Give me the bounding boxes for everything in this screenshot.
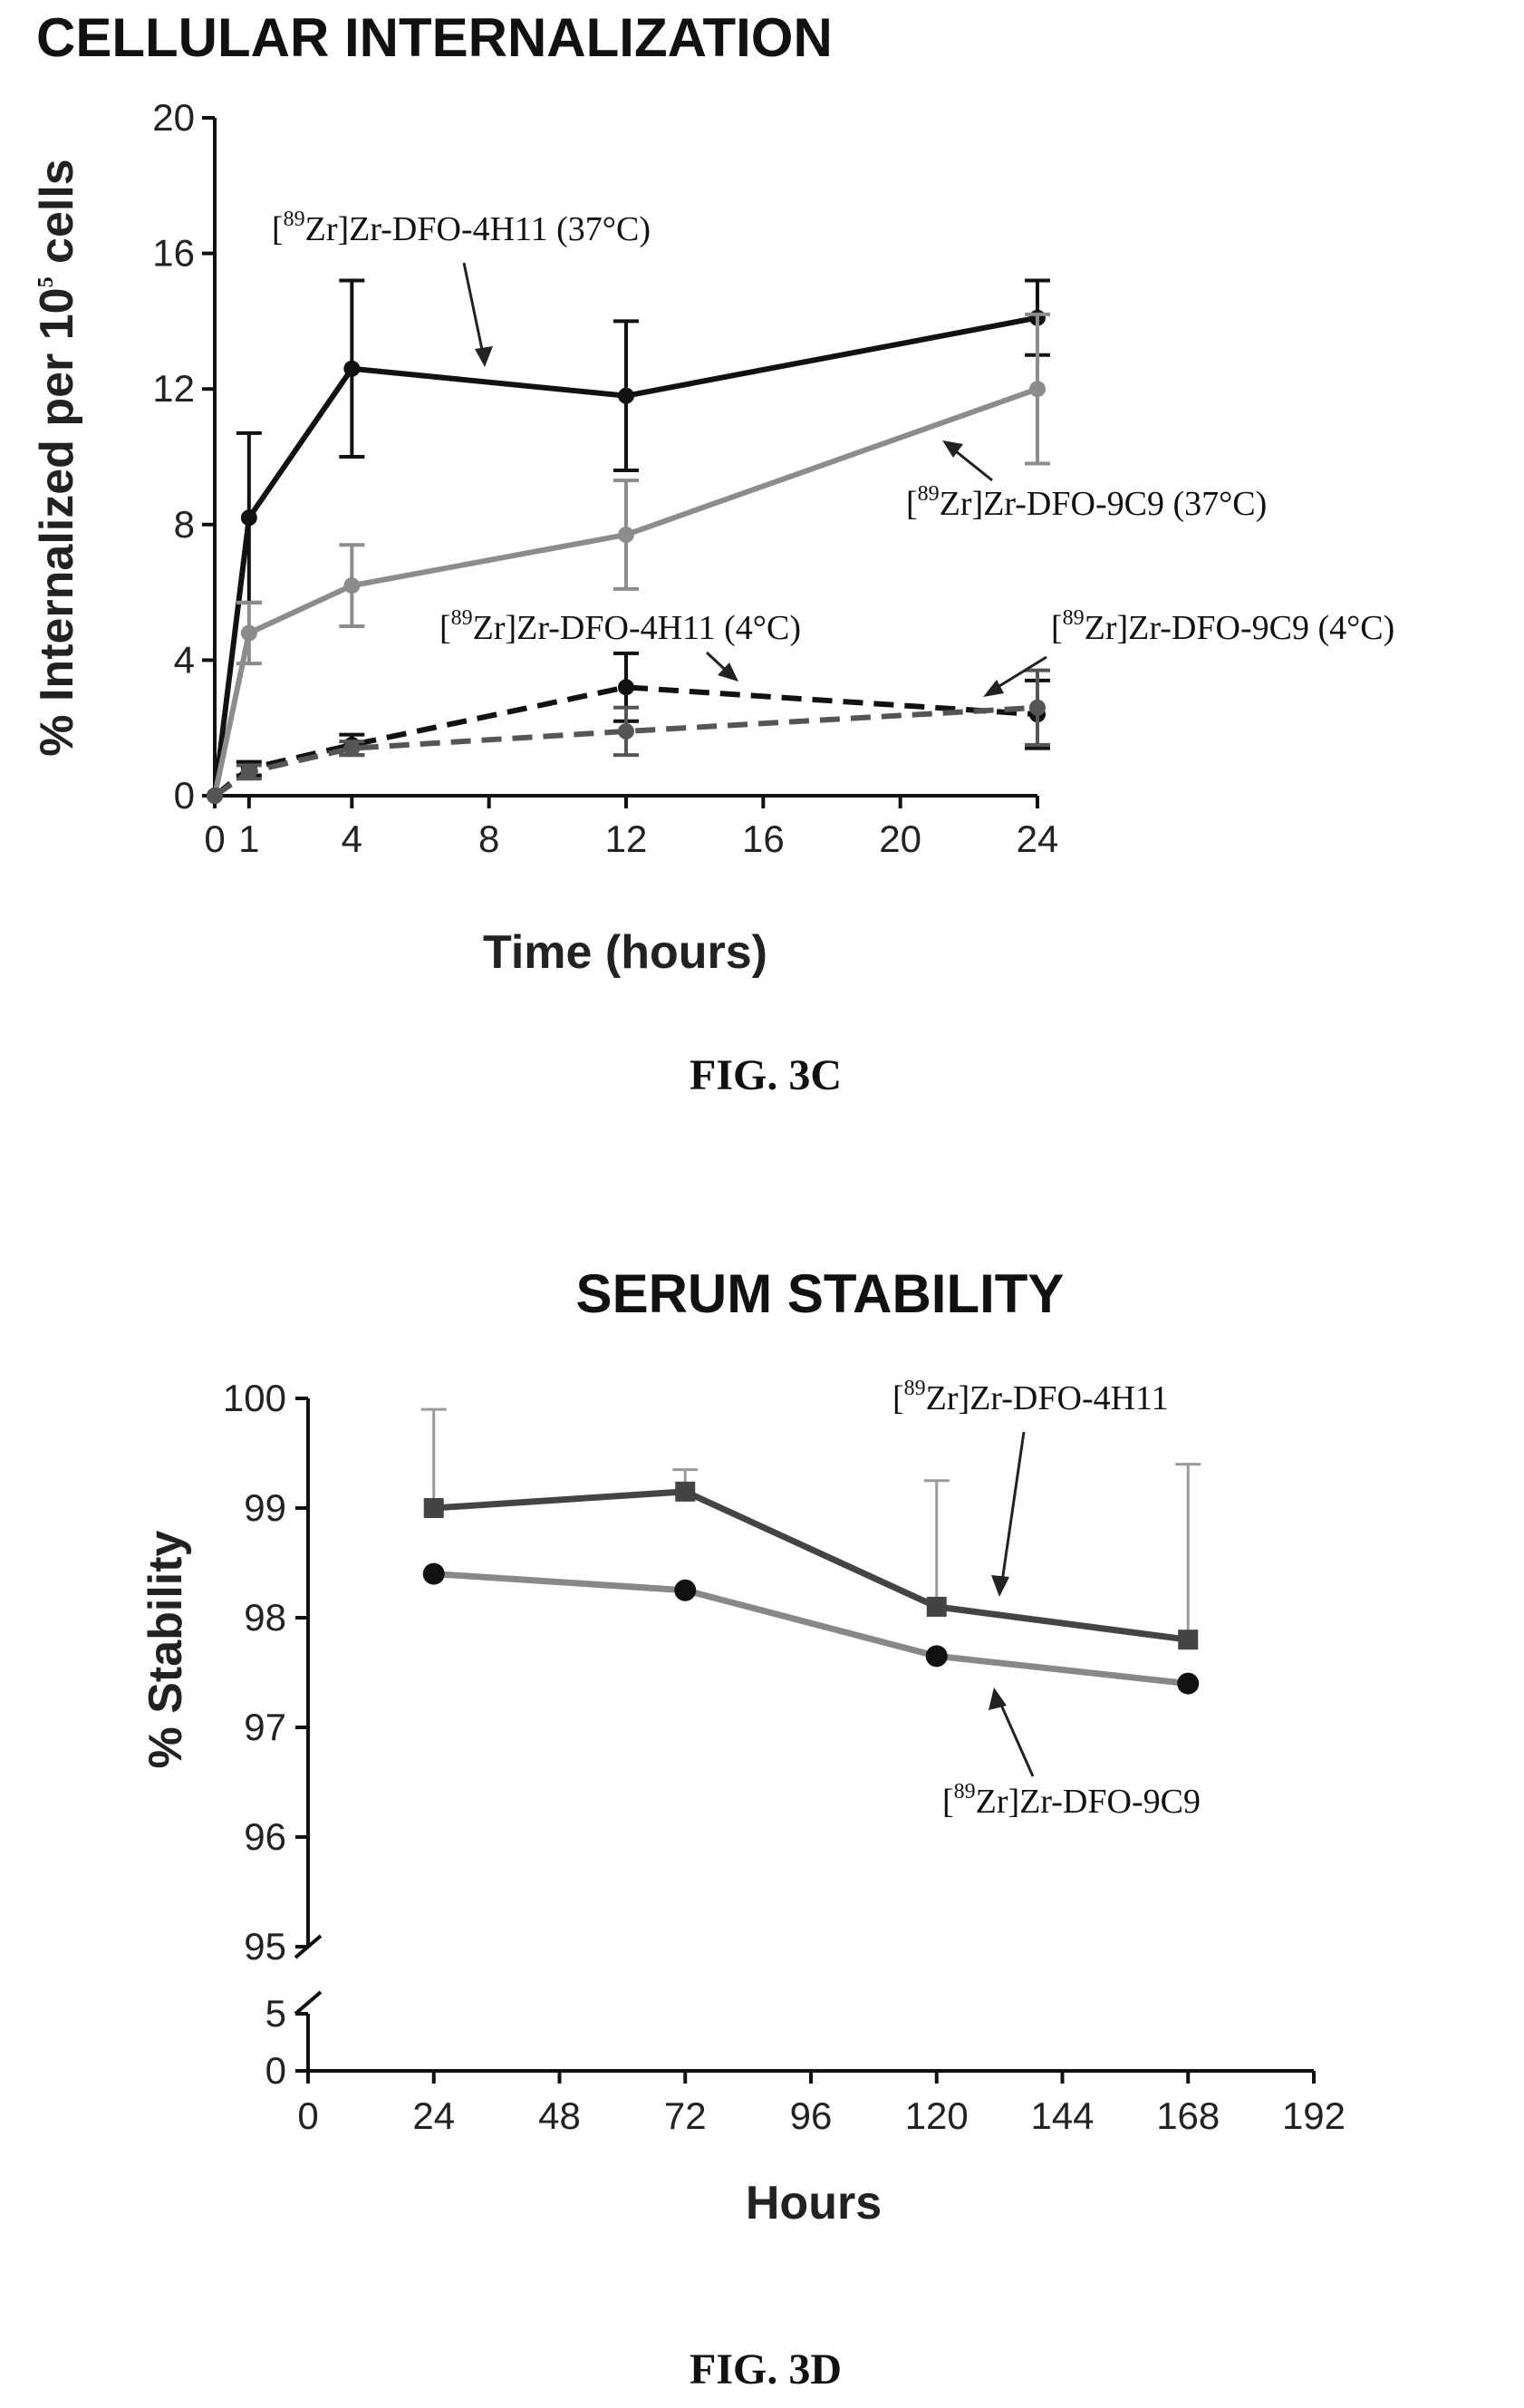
x-tick-label: 72 — [664, 2094, 707, 2137]
y-tick-label: 5 — [265, 1992, 286, 2035]
chart-3c-annotation-4h11-37c: [89Zr]Zr-DFO-4H11 (37°C) — [272, 208, 651, 248]
chart-3d-x-ticks: 0 24 48 72 96 120 144 168 192 — [297, 2071, 1346, 2137]
chart-3c-y-axis-label: % Internalized per 105 cells — [31, 159, 83, 756]
y-tick-label: 95 — [244, 1925, 286, 1968]
data-point — [240, 509, 257, 527]
data-point — [422, 1562, 445, 1585]
chart-3c-series-group — [207, 278, 1050, 804]
data-point — [240, 624, 257, 642]
series-line — [213, 704, 1038, 798]
series-line — [433, 1571, 1189, 1688]
series-2 — [422, 1562, 1200, 1695]
y-tick-label: 16 — [152, 232, 195, 275]
x-tick-label: 12 — [605, 817, 648, 860]
y-tick-label: 96 — [244, 1815, 286, 1858]
chart-3c-annotation-9c9-37c: [89Zr]Zr-DFO-9C9 (37°C) — [906, 482, 1267, 523]
x-tick-label: 0 — [204, 817, 225, 860]
y-tick-label: 4 — [174, 638, 195, 681]
data-point — [618, 527, 634, 544]
x-tick-label: 168 — [1156, 2094, 1220, 2137]
x-tick-label: 1 — [238, 817, 259, 860]
chart-3c-annotation-9c9-4c: [89Zr]Zr-DFO-9C9 (4°C) — [1051, 606, 1394, 647]
data-point — [343, 360, 361, 377]
y-tick-label: 99 — [244, 1486, 286, 1529]
data-point — [618, 722, 634, 740]
series-4 — [207, 668, 1050, 804]
data-point — [423, 1498, 444, 1518]
data-point — [618, 679, 634, 696]
x-tick-label: 96 — [790, 2094, 833, 2137]
data-point — [240, 763, 257, 780]
chart-3c-x-axis-label: Time (hours) — [483, 926, 767, 979]
chart-3c-arrowhead-9c9-4c — [983, 680, 1004, 697]
y-tick-label: 0 — [265, 2049, 286, 2092]
data-point — [926, 1596, 947, 1617]
chart-serum-stability: SERUM STABILITY 95 96 97 98 99 100 0 5 0 24 48 72 9… — [140, 1263, 1346, 2393]
x-tick-label: 16 — [742, 817, 785, 860]
chart-3d-y-ticks: 95 96 97 98 99 100 0 5 — [223, 1377, 308, 2092]
chart-3d-arrowhead-9c9 — [989, 1688, 1007, 1710]
chart-3d-y-axis-label: % Stability — [140, 1530, 192, 1768]
chart-3d-annotation-4h11: [89Zr]Zr-DFO-4H11 — [892, 1377, 1169, 1417]
series-line — [213, 684, 1038, 798]
data-point — [674, 1579, 697, 1601]
chart-3c-y-ticks: 0 4 8 12 16 20 — [152, 96, 215, 817]
x-tick-label: 120 — [905, 2094, 969, 2137]
chart-3c-annotation-4h11-4c: [89Zr]Zr-DFO-4H11 (4°C) — [439, 606, 801, 647]
chart-3c-arrowhead-9c9-37c — [942, 440, 963, 458]
chart-3c-arrow-4h11-37c — [462, 262, 487, 363]
series-1 — [420, 1407, 1201, 1650]
x-tick-label: 48 — [538, 2094, 581, 2137]
chart-3d-arrowhead-4h11 — [991, 1575, 1009, 1597]
x-tick-label: 144 — [1030, 2094, 1094, 2137]
x-tick-label: 20 — [879, 817, 921, 860]
chart-3c-arrowhead-4h11-37c — [475, 346, 493, 367]
data-point — [207, 788, 223, 804]
chart-3c-title: CELLULAR INTERNALIZATION — [36, 7, 833, 68]
data-point — [675, 1481, 696, 1502]
y-tick-label: 8 — [174, 503, 195, 546]
x-tick-label: 24 — [412, 2094, 455, 2137]
data-point — [925, 1645, 948, 1668]
y-tick-label: 0 — [174, 774, 195, 817]
chart-3d-annotation-9c9: [89Zr]Zr-DFO-9C9 — [942, 1780, 1201, 1821]
chart-3d-series-group — [420, 1407, 1201, 1695]
y-tick-label: 20 — [152, 96, 195, 139]
x-tick-label: 0 — [297, 2094, 318, 2137]
data-point — [1177, 1672, 1200, 1695]
data-point — [343, 740, 361, 757]
chart-3d-x-axis-label: Hours — [746, 2177, 882, 2229]
chart-3c-arrowhead-4h11-4c — [718, 662, 738, 682]
chart-3c-caption: FIG. 3C — [690, 1051, 842, 1099]
data-point — [343, 577, 361, 595]
chart-3d-arrow-4h11 — [999, 1431, 1026, 1589]
data-point — [1029, 699, 1046, 716]
y-tick-label: 100 — [223, 1377, 286, 1419]
chart-3d-title: SERUM STABILITY — [576, 1263, 1065, 1324]
data-point — [1178, 1630, 1199, 1650]
series-line — [433, 1488, 1189, 1643]
data-point — [1029, 381, 1046, 398]
data-point — [618, 387, 634, 404]
x-tick-label: 192 — [1282, 2094, 1346, 2137]
chart-3d-axis-break-lower — [294, 1990, 323, 2016]
y-tick-label: 97 — [244, 1706, 286, 1748]
chart-3c-x-ticks: 0 1 4 8 12 16 20 24 — [204, 796, 1058, 860]
x-tick-label: 24 — [1017, 817, 1059, 860]
chart-3d-arrow-9c9 — [995, 1694, 1035, 1777]
y-tick-label: 12 — [152, 367, 195, 410]
x-tick-label: 4 — [342, 817, 362, 860]
y-tick-label: 98 — [244, 1596, 286, 1639]
x-tick-label: 8 — [478, 817, 499, 860]
chart-3d-caption: FIG. 3D — [690, 2345, 842, 2393]
